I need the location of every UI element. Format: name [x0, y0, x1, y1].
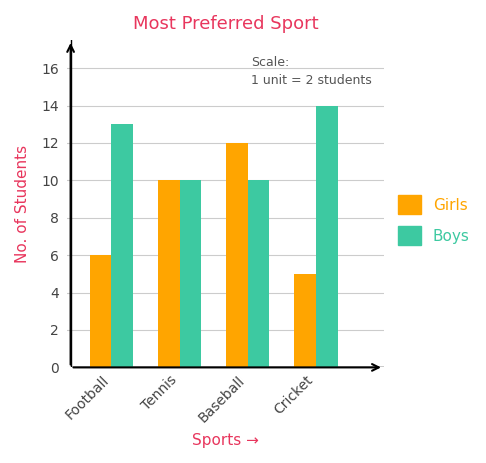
- Bar: [158, 181, 179, 368]
- X-axis label: Sports →: Sports →: [192, 433, 259, 448]
- Bar: [226, 143, 248, 368]
- Bar: [248, 181, 269, 368]
- Bar: [294, 274, 316, 368]
- Bar: [111, 124, 133, 368]
- Bar: [316, 106, 337, 368]
- Y-axis label: No. of Students: No. of Students: [15, 145, 30, 263]
- Legend: Girls, Boys: Girls, Boys: [398, 195, 470, 245]
- Text: Scale:
1 unit = 2 students: Scale: 1 unit = 2 students: [251, 56, 372, 88]
- Bar: [89, 255, 111, 368]
- Title: Most Preferred Sport: Most Preferred Sport: [133, 15, 318, 33]
- Bar: [179, 181, 201, 368]
